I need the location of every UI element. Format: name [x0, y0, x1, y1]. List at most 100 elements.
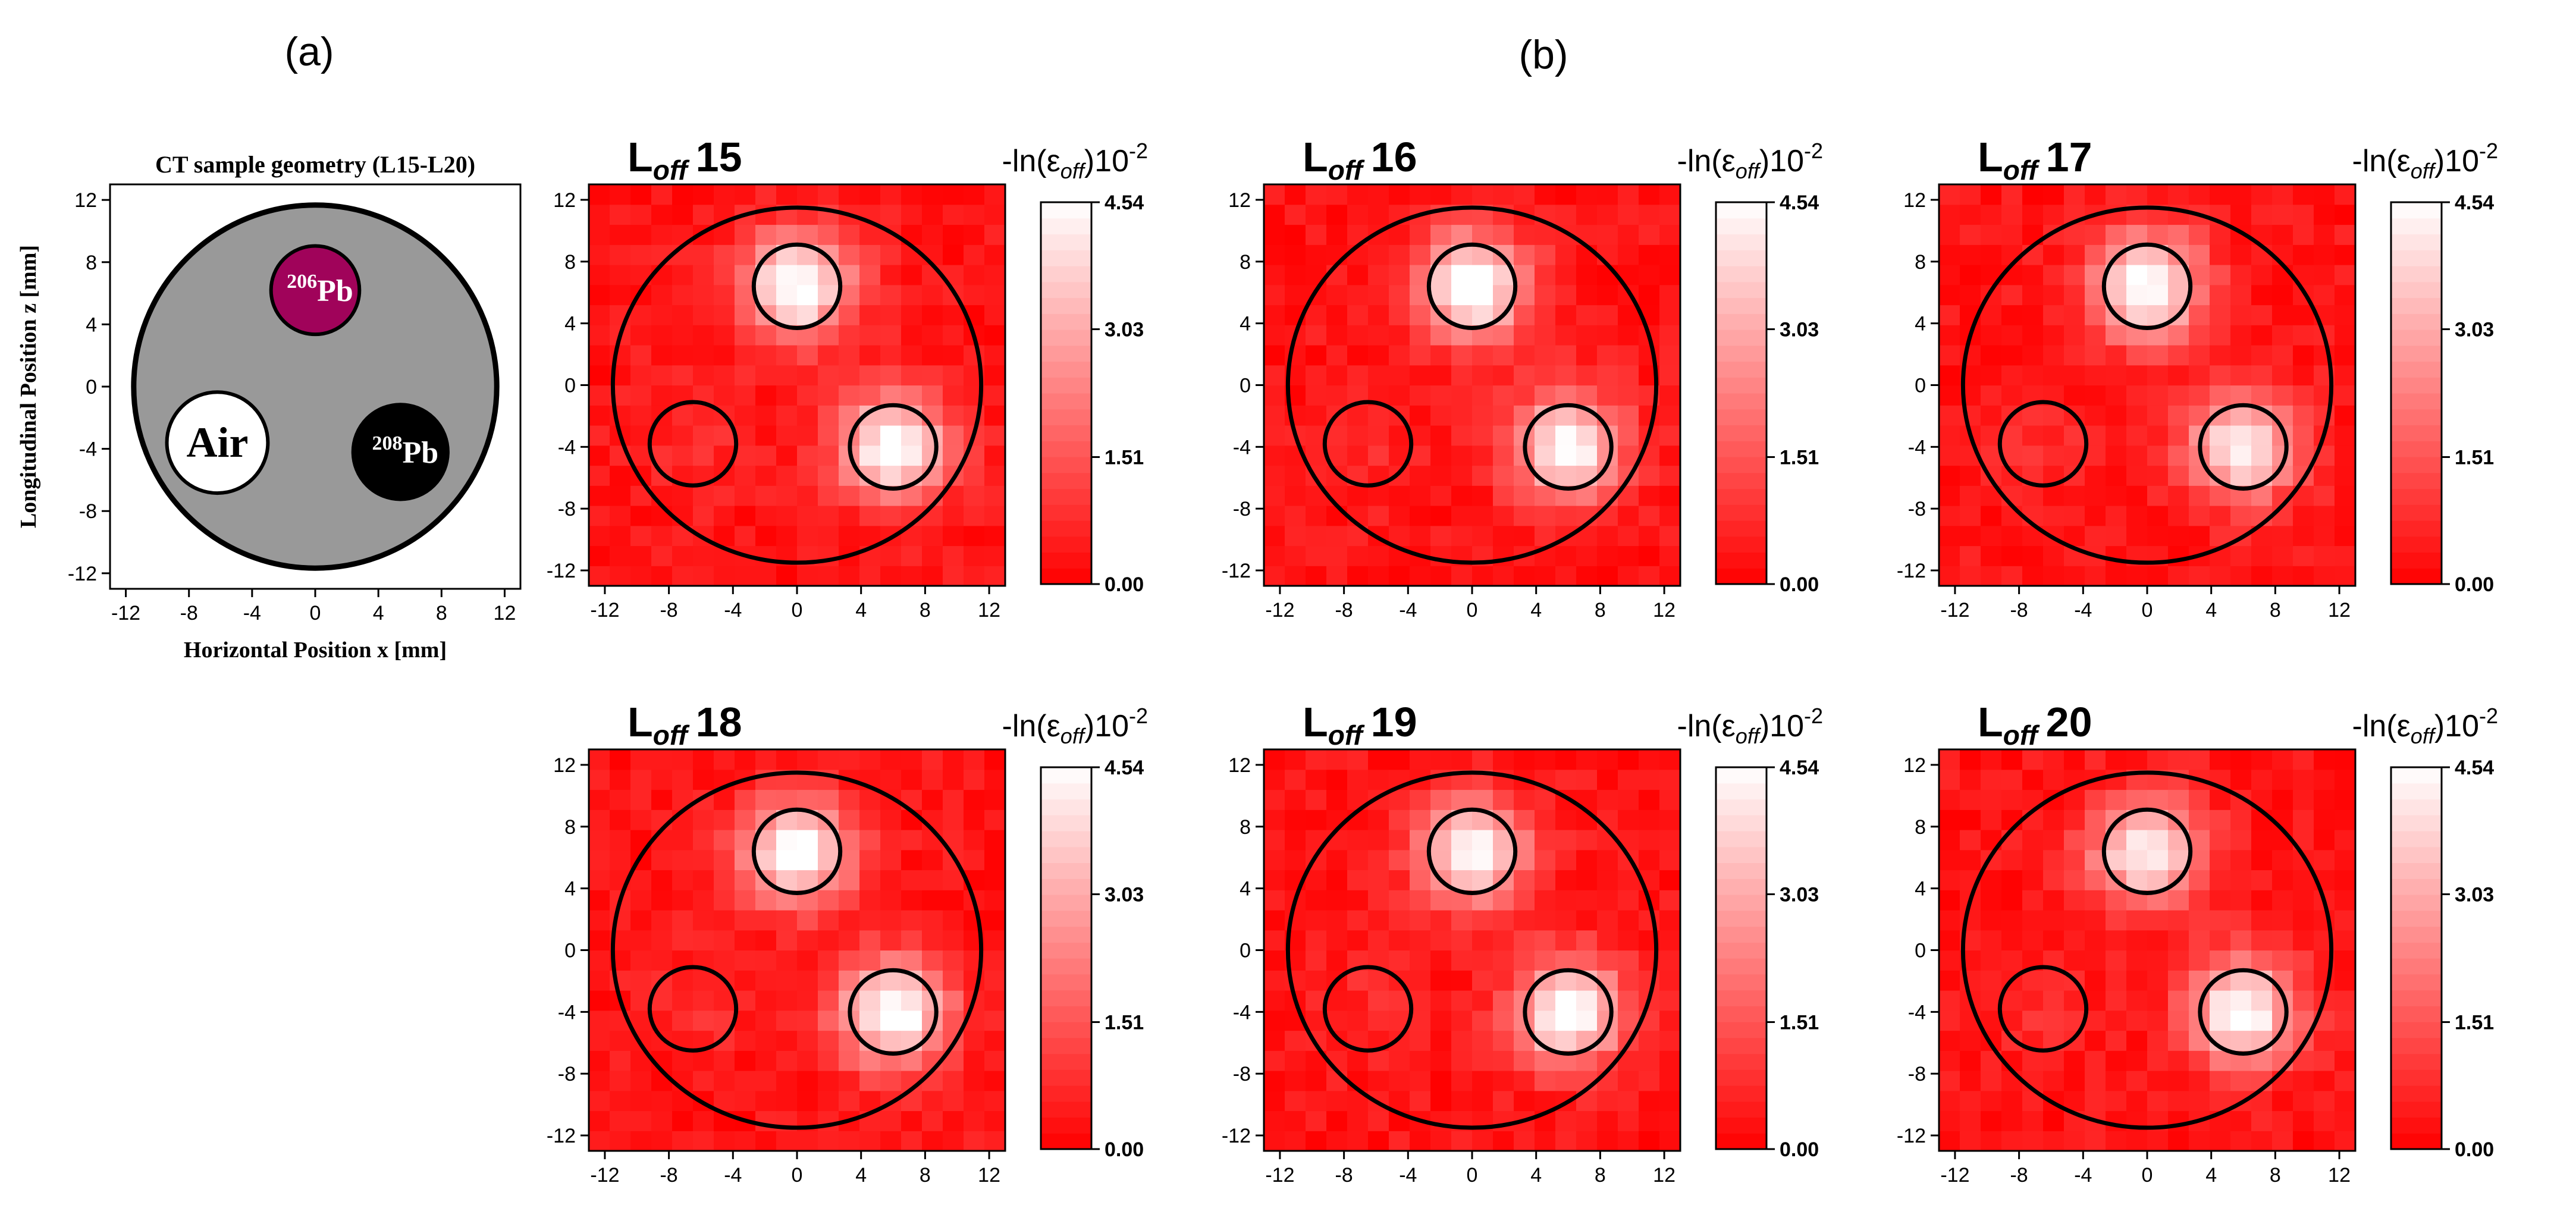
heatmap-cell [1981, 224, 2002, 245]
heatmap-cell [2064, 1071, 2085, 1091]
heatmap-cell [984, 465, 1006, 486]
heatmap-cell [1326, 184, 1348, 205]
heatmap-cell [839, 930, 860, 951]
heatmap-cell [672, 749, 694, 770]
heatmap-cell [2314, 1090, 2335, 1112]
x-tick-label: 12 [2328, 1164, 2351, 1187]
heatmap-cell [1514, 224, 1535, 245]
heatmap-cell [2022, 1050, 2044, 1071]
colorbar-step [1716, 926, 1767, 943]
heatmap-cell [1618, 769, 1639, 790]
heatmap-cell [1264, 465, 1285, 486]
heatmap-cell [922, 345, 943, 366]
heatmap-cell [1618, 184, 1639, 205]
heatmap-cell [693, 365, 714, 386]
heatmap-cell [1639, 566, 1660, 586]
heatmap-cell [2293, 990, 2314, 1011]
heatmap-cell [984, 870, 1006, 890]
colorbar-step [1716, 266, 1767, 283]
heatmap-cell [755, 506, 777, 526]
heatmap-cell [1326, 950, 1348, 971]
heatmap-cell [1285, 525, 1306, 547]
colorbar-step [1041, 297, 1091, 314]
heatmap-cell [1618, 445, 1639, 466]
heatmap-cell [2230, 1131, 2252, 1151]
heatmap-cell [714, 485, 735, 506]
heatmap-cell [2106, 749, 2127, 770]
colorbar-tick-label: 3.03 [1780, 884, 1819, 906]
heatmap-cell [2314, 204, 2335, 225]
heatmap-cell [2064, 566, 2085, 586]
heatmap-cell [1555, 1110, 1577, 1131]
heatmap-cell [1960, 749, 1981, 770]
heatmap-cell [2230, 204, 2252, 225]
heatmap-cell [880, 930, 902, 951]
heatmap-cell [1939, 809, 1960, 830]
heatmap-cell [1368, 1071, 1389, 1091]
heatmap-cell [1410, 485, 1431, 506]
heatmap-cell [776, 1050, 798, 1071]
heatmap-cell [1285, 284, 1306, 306]
heatmap-cell [1514, 566, 1535, 586]
heatmap-cell [2335, 890, 2356, 911]
heatmap-cell [2085, 1050, 2106, 1071]
heatmap-cell [1659, 930, 1681, 951]
heatmap-cell [1981, 1110, 2002, 1131]
heatmap-cell [714, 890, 735, 911]
colorbar-step [2391, 281, 2442, 299]
heatmap-cell [2147, 305, 2169, 325]
heatmap-cell [672, 425, 694, 446]
heatmap-cell [859, 809, 881, 830]
heatmap-cell [1576, 365, 1598, 386]
outer-circle [1960, 205, 2334, 565]
heatmap-cell [1514, 525, 1535, 547]
heatmap-cell [1493, 465, 1514, 486]
colorbar-step [2391, 202, 2442, 219]
heatmap-cell [2335, 749, 2356, 770]
heatmap-cell [2251, 425, 2273, 446]
heatmap-cell [1389, 809, 1410, 830]
heatmap-cell [2043, 325, 2064, 346]
heatmap-cell [839, 224, 860, 245]
heatmap-cell [714, 465, 735, 486]
heatmap-cell [2314, 1030, 2335, 1051]
heatmap-cell [2126, 425, 2148, 446]
heatmap-cell [630, 325, 652, 346]
heatmap-cell [943, 425, 964, 446]
heatmap-cell [651, 870, 673, 890]
heatmap-cell [1555, 184, 1577, 205]
x-tick-label: 0 [1467, 599, 1478, 622]
heatmap-cell [1939, 1050, 1960, 1071]
heatmap-cell [1326, 566, 1348, 586]
heatmap-cell [714, 305, 735, 325]
heatmap-cell [2230, 265, 2252, 285]
colorbar-step [1041, 1085, 1091, 1102]
heatmap-cell [1493, 566, 1514, 586]
heatmap-cell [943, 809, 964, 830]
colorbar-title: -ln(εoff)10-2 [1002, 704, 1149, 748]
heatmap-cell [1639, 506, 1660, 526]
heatmap-cell [2147, 1010, 2169, 1031]
heatmap-cell [1451, 1131, 1473, 1151]
heatmap-cell [1960, 1030, 1981, 1051]
heatmap-cell [735, 244, 756, 265]
heatmap-cell [2126, 525, 2148, 547]
y-tick-label: -12 [1222, 1125, 1251, 1147]
heatmap-cell [2314, 749, 2335, 770]
heatmap-cell [1472, 385, 1493, 406]
heatmap-cell [839, 789, 860, 810]
heatmap-cell [2251, 990, 2273, 1011]
heatmap-cell [1981, 769, 2002, 790]
heatmap-cell [2147, 425, 2169, 446]
heatmap-cell [1410, 1050, 1431, 1071]
heatmap-cell [2085, 1131, 2106, 1151]
heatmap-cell [1326, 1131, 1348, 1151]
heatmap-cell [964, 204, 985, 225]
heatmap-cell [943, 445, 964, 466]
heatmap-cell [839, 890, 860, 911]
colorbar-step [2391, 441, 2442, 457]
heatmap-cell [735, 890, 756, 911]
y-tick-label: -8 [1908, 1063, 1926, 1085]
heatmap-cell [1493, 970, 1514, 991]
